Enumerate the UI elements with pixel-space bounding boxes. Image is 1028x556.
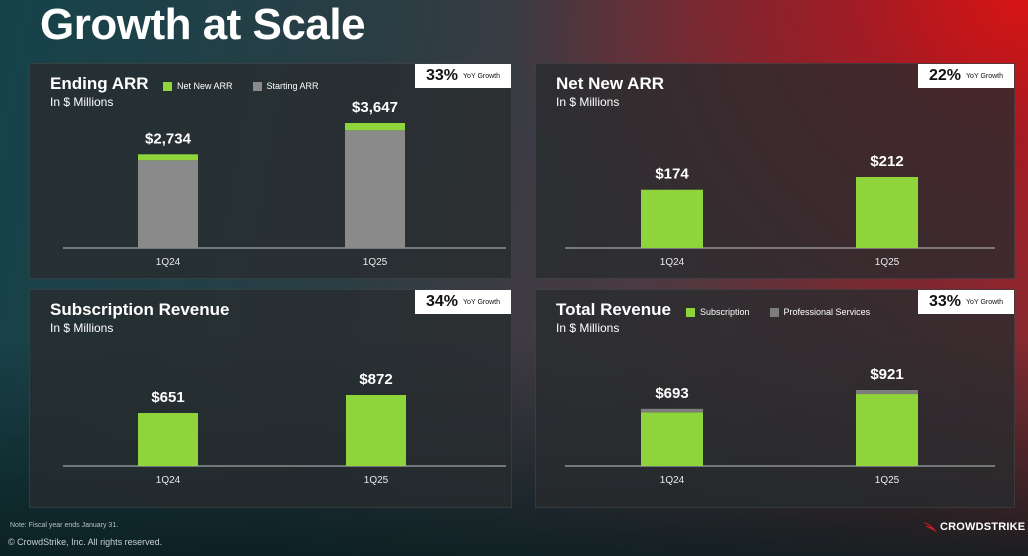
- legend-label: Professional Services: [783, 307, 871, 317]
- legend-swatch: [163, 81, 172, 91]
- data-label: $872: [359, 371, 392, 388]
- bar-1q25-series-1: [345, 123, 405, 131]
- x-tick-label: 1Q24: [660, 475, 685, 486]
- footnote: Note: Fiscal year ends January 31.: [10, 522, 119, 529]
- bar-1q25-series-0: [346, 395, 406, 466]
- ending-arr-panel: Ending ARR In $ Millions Net New ARR Sta…: [29, 63, 512, 279]
- data-label: $2,734: [145, 130, 192, 147]
- bar-1q24-series-0: [138, 412, 198, 466]
- legend-item-subscription: Subscription: [686, 307, 750, 317]
- data-label: $212: [870, 153, 903, 170]
- x-tick-label: 1Q25: [364, 475, 389, 486]
- yoy-label: YoY Growth: [463, 298, 500, 306]
- legend-swatch: [686, 307, 695, 317]
- page-title: Growth at Scale: [40, 0, 366, 49]
- bar-1q24-series-0: [641, 412, 703, 466]
- yoy-percent: 33%: [426, 67, 459, 84]
- yoy-growth-badge: 33% YoY Growth: [918, 290, 1014, 314]
- net-new-arr-chart: $174 1Q24 $212 1Q25: [565, 153, 995, 268]
- legend-item-starting-arr: Starting ARR: [252, 81, 319, 91]
- legend-swatch: [769, 307, 779, 317]
- legend-label: Subscription: [700, 307, 750, 317]
- bar-1q24-series-1: [641, 408, 703, 413]
- bar-1q25-series-0: [856, 394, 918, 466]
- subscription-revenue-chart: $651 1Q24 $872 1Q25: [63, 371, 506, 486]
- yoy-percent: 33%: [929, 293, 962, 310]
- bar-1q25-series-0: [345, 130, 405, 248]
- falcon-icon: [923, 522, 937, 533]
- ending-arr-chart: $2,734 1Q24 $3,647 1Q25: [63, 99, 506, 268]
- legend-label: Net New ARR: [177, 81, 233, 91]
- x-tick-label: 1Q24: [156, 257, 181, 268]
- data-label: $693: [655, 385, 688, 402]
- x-tick-label: 1Q25: [363, 257, 388, 268]
- data-label: $651: [151, 389, 184, 406]
- total-revenue-chart: $693 1Q24 $921 1Q25: [565, 366, 995, 486]
- bar-1q25-series-1: [856, 390, 918, 395]
- panel-subtitle: In $ Millions: [50, 321, 114, 335]
- panel-title: Subscription Revenue: [50, 300, 230, 319]
- panel-title: Ending ARR: [50, 74, 149, 93]
- yoy-growth-badge: 22% YoY Growth: [918, 64, 1014, 88]
- data-label: $3,647: [352, 99, 398, 116]
- yoy-label: YoY Growth: [966, 298, 1003, 306]
- x-tick-label: 1Q24: [660, 257, 685, 268]
- subscription-revenue-panel: Subscription Revenue In $ Millions 34% Y…: [29, 289, 512, 508]
- legend-item-net-new-arr: Net New ARR: [163, 81, 233, 91]
- copyright: © CrowdStrike, Inc. All rights reserved.: [8, 537, 163, 547]
- data-label: $174: [655, 166, 689, 183]
- panel-subtitle: In $ Millions: [50, 95, 114, 109]
- yoy-label: YoY Growth: [463, 72, 500, 80]
- x-tick-label: 1Q24: [156, 475, 181, 486]
- legend: Net New ARR Starting ARR: [163, 81, 339, 91]
- legend-swatch: [252, 81, 262, 91]
- yoy-percent: 34%: [426, 293, 459, 310]
- bar-1q24-series-0: [641, 189, 703, 248]
- bar-1q25-series-0: [856, 177, 918, 248]
- total-revenue-panel: Total Revenue In $ Millions Subscription…: [535, 289, 1015, 508]
- legend: Subscription Professional Services: [686, 307, 890, 317]
- yoy-growth-badge: 33% YoY Growth: [415, 64, 511, 88]
- x-tick-label: 1Q25: [875, 257, 900, 268]
- x-tick-label: 1Q25: [875, 475, 900, 486]
- net-new-arr-panel: Net New ARR In $ Millions 22% YoY Growth…: [535, 63, 1015, 279]
- legend-label: Starting ARR: [266, 81, 319, 91]
- panel-subtitle: In $ Millions: [556, 95, 620, 109]
- panel-title: Total Revenue: [556, 300, 671, 319]
- panel-title: Net New ARR: [556, 74, 664, 93]
- crowdstrike-logo: CROWDSTRIKE: [922, 520, 1025, 534]
- yoy-percent: 22%: [929, 67, 962, 84]
- logo-text: CROWDSTRIKE: [940, 521, 1026, 533]
- panel-subtitle: In $ Millions: [556, 321, 620, 335]
- data-label: $921: [870, 366, 903, 383]
- yoy-label: YoY Growth: [966, 72, 1003, 80]
- bar-1q24-series-0: [138, 160, 198, 248]
- legend-item-professional-services: Professional Services: [769, 307, 871, 317]
- bar-1q24-series-1: [138, 154, 198, 161]
- yoy-growth-badge: 34% YoY Growth: [415, 290, 511, 314]
